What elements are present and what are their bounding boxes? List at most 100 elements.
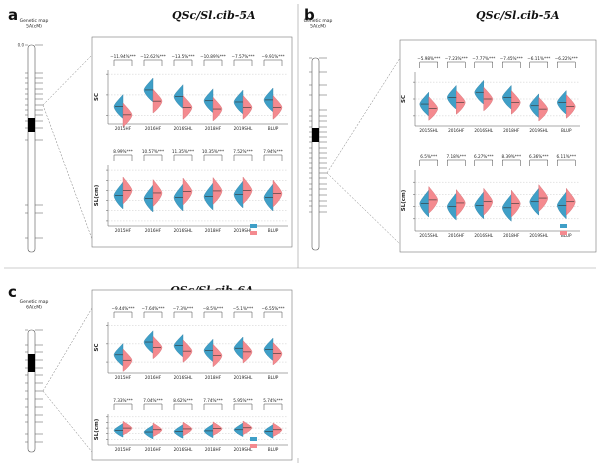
chromosome-bar xyxy=(311,57,320,251)
marker-position: 0.0 xyxy=(18,43,25,48)
plot-frame xyxy=(91,36,293,248)
x-tick-label: 2016HF xyxy=(145,228,162,233)
significance-bracket xyxy=(447,159,466,166)
percent-change-label: −8.5%*** xyxy=(203,306,223,311)
x-tick-label: 2015HF xyxy=(115,228,132,233)
panel-title: QSc/Sl.cib-5A xyxy=(476,9,560,22)
x-tick-label: 2016SHL xyxy=(474,233,493,238)
legend-swatch-blue xyxy=(250,437,257,441)
significance-bracket xyxy=(233,154,253,161)
percent-change-label: 6.11%*** xyxy=(556,154,576,159)
legend-swatch-blue xyxy=(250,224,257,228)
significance-bracket xyxy=(557,61,576,68)
percent-change-label: 6.27%*** xyxy=(474,154,494,159)
significance-bracket xyxy=(233,403,253,410)
significance-bracket xyxy=(502,159,521,166)
percent-change-label: −6.22%*** xyxy=(555,56,578,61)
significance-bracket xyxy=(557,159,576,166)
percent-change-label: −9.44%*** xyxy=(111,306,134,311)
significance-bracket xyxy=(529,61,548,68)
x-tick-label: 2019SHL xyxy=(529,128,548,133)
x-tick-label: 2016SHL xyxy=(174,126,193,131)
percent-change-label: 5.95%*** xyxy=(233,398,253,403)
significance-bracket xyxy=(502,61,521,68)
x-tick-label: BLUP xyxy=(561,233,572,238)
percent-change-label: 10.35%*** xyxy=(202,149,224,154)
genetic-map-chromosome: 5A(cM) xyxy=(26,24,42,30)
percent-change-label: −7.23%*** xyxy=(445,56,468,61)
x-tick-label: 2016HF xyxy=(448,233,465,238)
x-tick-label: 2019SHL xyxy=(234,375,253,380)
legend-swatch-red xyxy=(250,444,257,448)
zoom-line-top xyxy=(326,57,401,174)
percent-change-label: 6.36%*** xyxy=(529,154,549,159)
significance-bracket xyxy=(113,403,133,410)
x-tick-label: 2015SHL xyxy=(419,233,438,238)
percent-change-label: −7.57%*** xyxy=(231,54,254,59)
genetic-map-label: Genetic map xyxy=(20,299,49,305)
significance-bracket xyxy=(474,159,493,166)
chromosome-bar xyxy=(27,44,36,253)
genetic-map-chromosome: 5A(cM) xyxy=(310,24,326,30)
percent-change-label: −7.45%*** xyxy=(500,56,523,61)
zoom-line-bottom xyxy=(42,390,93,453)
x-tick-label: 2019SHL xyxy=(234,228,253,233)
significance-bracket xyxy=(233,59,253,66)
legend xyxy=(560,224,567,235)
facet-axes xyxy=(107,414,288,446)
genetic-map-label: Genetic map xyxy=(20,18,49,24)
significance-bracket xyxy=(203,59,223,66)
x-tick-label: 2019SHL xyxy=(529,233,548,238)
y-axis-label: SC xyxy=(94,93,100,101)
significance-bracket xyxy=(173,403,193,410)
percent-change-label: −7.3%*** xyxy=(173,306,193,311)
percent-change-label: −11.94%*** xyxy=(110,54,136,59)
chromosome-bar xyxy=(27,329,36,453)
facet-axes xyxy=(414,170,580,232)
percent-change-label: 8.62%*** xyxy=(173,398,193,403)
x-tick-label: 2018HF xyxy=(205,126,222,131)
y-axis-label: SL(cm) xyxy=(401,189,407,211)
facet-axes xyxy=(414,72,580,127)
zoom-line-top xyxy=(42,54,93,106)
percent-change-label: 7.33%*** xyxy=(113,398,133,403)
legend-swatch-red xyxy=(560,231,567,235)
significance-bracket xyxy=(113,311,133,318)
significance-bracket xyxy=(474,61,493,68)
violin-facet-sc: SC −11.94%*** 2015HF −12.62%*** 2016HF −13.5%… xyxy=(94,54,288,131)
violin-facet-sl: SL(cm) 7.33%*** 2015HF 7.04%*** 2016HF 8.62%*… xyxy=(94,398,288,452)
violin-facet-sc: SC −9.44%*** 2015HF −7.64%*** 2016HF −7.3%***… xyxy=(94,306,288,380)
percent-change-label: 8.99%*** xyxy=(113,149,133,154)
zoom-line-top xyxy=(42,307,93,392)
significance-bracket xyxy=(143,154,163,161)
facet-axes xyxy=(107,70,288,125)
x-tick-label: BLUP xyxy=(268,375,279,380)
percent-change-label: 6.5%*** xyxy=(420,154,437,159)
percent-change-label: −5.98%*** xyxy=(417,56,440,61)
genetic-map-chromosome: 6A(cM) xyxy=(26,305,42,311)
x-tick-label: BLUP xyxy=(268,228,279,233)
x-tick-label: 2019SHL xyxy=(234,447,253,452)
significance-bracket xyxy=(203,403,223,410)
percent-change-label: −6.11%*** xyxy=(527,56,550,61)
centromere-block xyxy=(312,128,319,142)
y-axis-label: SL(cm) xyxy=(94,418,100,440)
panel-c: cQSc/Sl.cib-6AGenetic map6A(cM)SC−9.44%*… xyxy=(8,283,293,461)
percent-change-label: −7.77%*** xyxy=(472,56,495,61)
x-tick-label: 2015HF xyxy=(115,375,132,380)
x-tick-label: 2016SHL xyxy=(174,447,193,452)
significance-bracket xyxy=(143,311,163,318)
x-tick-label: 2018HF xyxy=(503,233,520,238)
x-tick-label: 2016SHL xyxy=(474,128,493,133)
percent-change-label: −5.1%*** xyxy=(233,306,253,311)
percent-change-label: 8.39%*** xyxy=(501,154,521,159)
panel-letter: c xyxy=(8,283,17,301)
facet-axes xyxy=(107,165,288,227)
percent-change-label: −9.91%*** xyxy=(261,54,284,59)
x-tick-label: BLUP xyxy=(561,128,572,133)
significance-bracket xyxy=(263,154,283,161)
